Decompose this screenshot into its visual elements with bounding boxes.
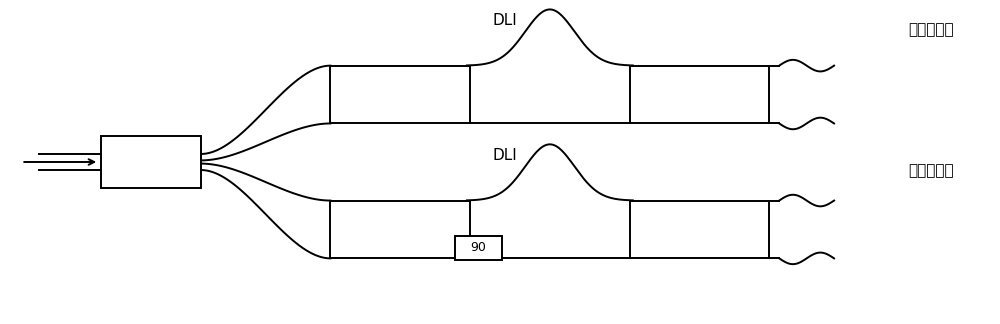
Text: DLI: DLI [493, 147, 517, 163]
Bar [330, 201, 470, 258]
Bar [330, 66, 470, 123]
Text: 光电探测器: 光电探测器 [908, 164, 954, 179]
Text: 90: 90 [471, 241, 486, 254]
Text: DLI: DLI [493, 13, 517, 28]
Bar [455, 236, 502, 260]
Bar [630, 66, 769, 123]
Text: 光电探测器: 光电探测器 [908, 22, 954, 37]
Bar [630, 201, 769, 258]
Bar [101, 136, 201, 188]
